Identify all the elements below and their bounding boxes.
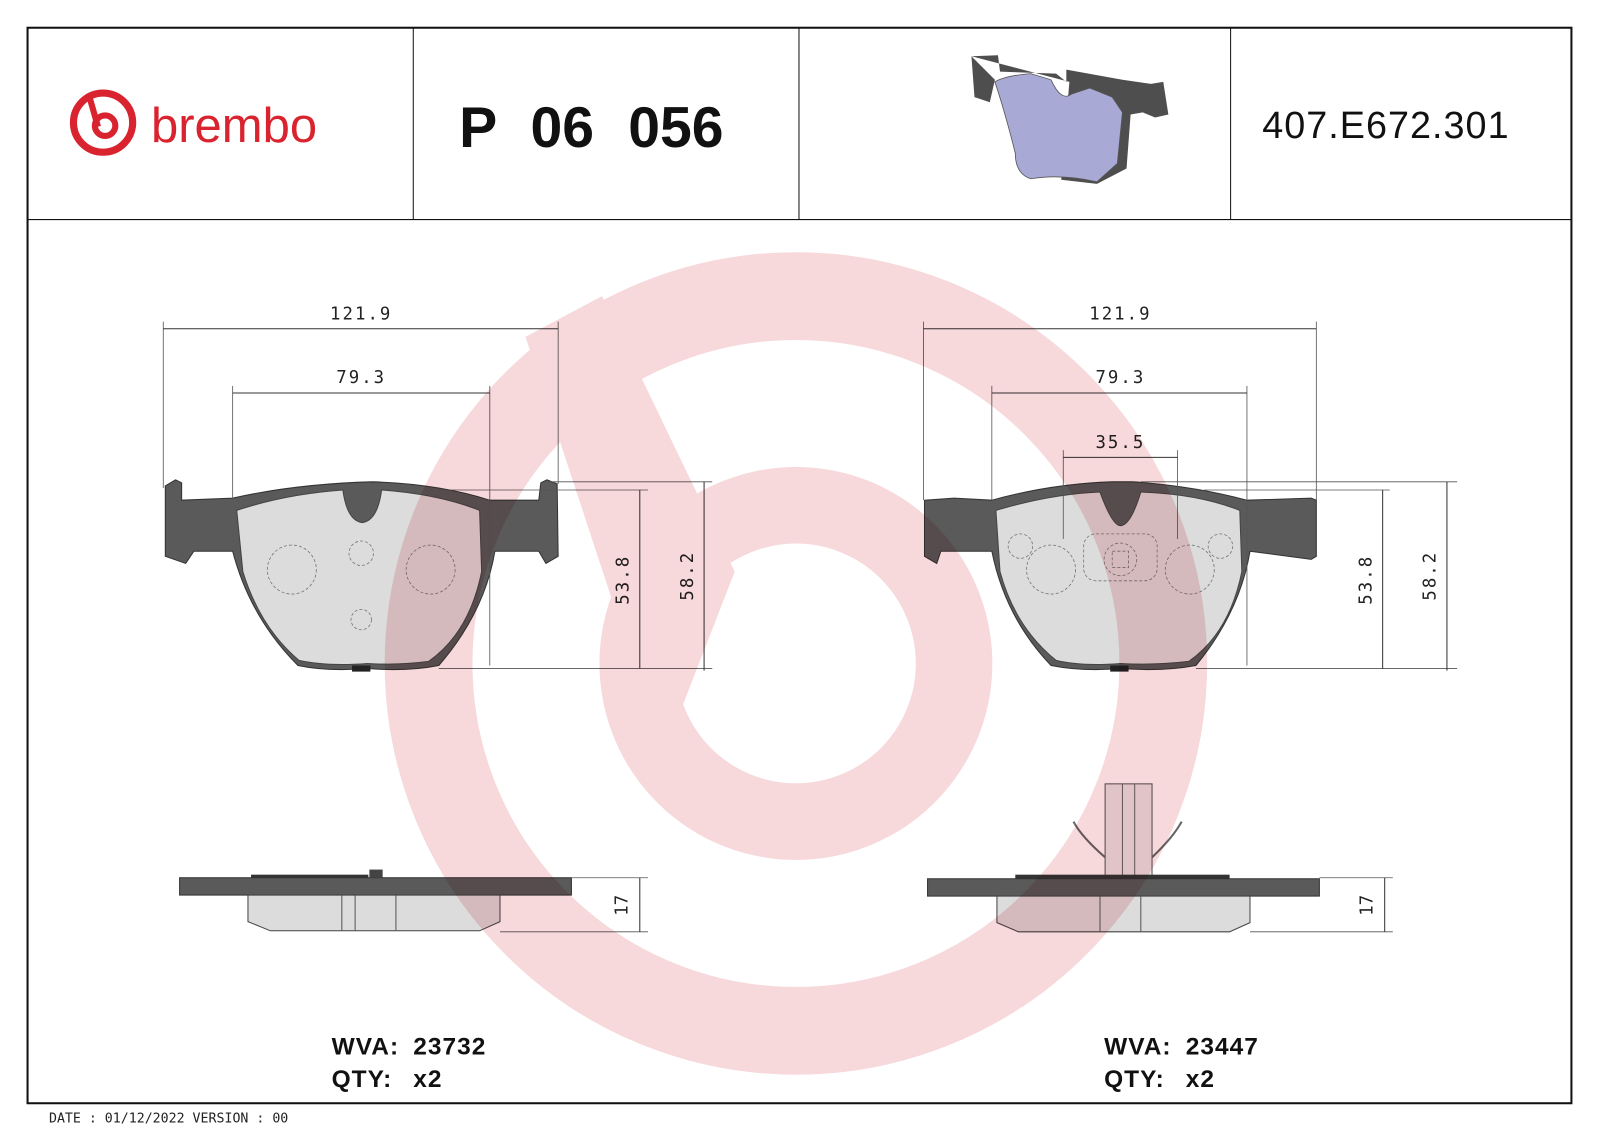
left-wva-label: WVA: [332,1033,400,1060]
left-qty-label: QTY: [332,1066,393,1093]
brembo-logo: brembo [69,89,317,156]
right-wva-value: 23447 [1186,1033,1259,1060]
date-version: DATE : 01/12/2022 VERSION : 00 [49,1112,288,1127]
reference-number: 407.E672.301 [1262,104,1509,146]
left-wva-value: 23732 [413,1033,486,1060]
right-qty-value: x2 [1186,1066,1215,1093]
dim-total-height: 58.2 [1421,551,1441,601]
dim-friction-height: 53.8 [1356,555,1376,605]
left-qty-value: x2 [413,1066,442,1093]
pad-render-image [971,55,1169,184]
brembo-logo-icon [69,89,137,156]
dim-total-width: 121.9 [330,305,392,325]
dim-total-width: 121.9 [1089,305,1151,325]
dim-inner-width: 79.3 [336,368,386,388]
dim-thickness: 17 [613,895,633,916]
dim-thickness: 17 [1357,895,1377,916]
brand-name: brembo [151,99,317,153]
brembo-watermark [384,252,1208,1075]
right-wva-label: WVA: [1104,1033,1172,1060]
dim-inner-width: 79.3 [1095,368,1145,388]
part-number: P 06 056 [459,96,723,160]
right-qty-label: QTY: [1104,1066,1165,1093]
left-pad-side-view: 17 [179,869,648,933]
right-dimensions: 121.9 79.3 35.5 53.8 58.2 [923,305,1458,671]
